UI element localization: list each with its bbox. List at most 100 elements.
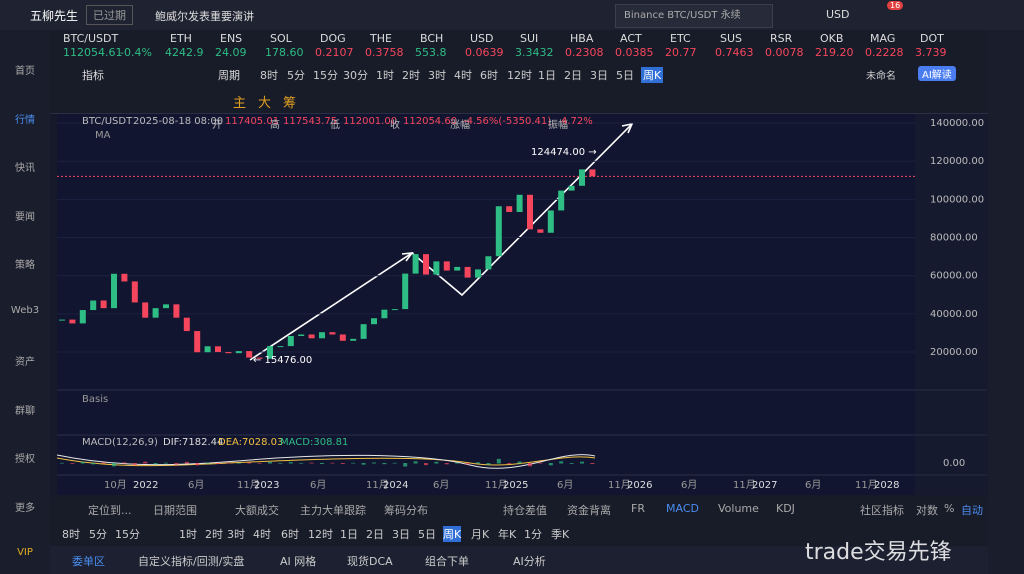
macd-bar	[236, 463, 241, 464]
ticker-symbol[interactable]: BCH	[420, 32, 444, 45]
sidebar-item[interactable]: 要闻	[15, 211, 35, 223]
period-btn[interactable]: 30分	[343, 69, 368, 82]
draw-tool[interactable]: 主	[233, 96, 247, 111]
period2-btn[interactable]: 3时	[227, 528, 245, 541]
currency[interactable]: USD	[826, 8, 850, 21]
period2-btn[interactable]: 4时	[253, 528, 271, 541]
period-btn[interactable]: 8时	[260, 69, 278, 82]
ticker-symbol[interactable]: USD	[470, 32, 494, 45]
ticker-symbol[interactable]: SUS	[720, 32, 743, 45]
tab[interactable]: 对数	[916, 504, 938, 517]
ticker-symbol[interactable]: ACT	[620, 32, 642, 45]
period2-btn[interactable]: 6时	[281, 528, 299, 541]
ticker-symbol[interactable]: THE	[370, 32, 392, 45]
sidebar-item[interactable]: 授权	[15, 454, 35, 465]
sidebar-item[interactable]: 资产	[15, 357, 35, 368]
period-btn[interactable]: 5日	[616, 69, 634, 82]
tab[interactable]: 日期范围	[153, 504, 197, 517]
tab[interactable]: 主力大单跟踪	[300, 504, 366, 517]
ticker-symbol[interactable]: ETC	[670, 32, 691, 45]
ticker-symbol[interactable]: OKB	[820, 32, 844, 45]
tab[interactable]: Volume	[718, 502, 759, 515]
period-btn[interactable]: 5分	[287, 69, 305, 82]
period-btn[interactable]: 2时	[402, 69, 420, 82]
period2-btn[interactable]: 周K	[443, 526, 462, 542]
period2-btn[interactable]: 15分	[115, 528, 140, 541]
tab[interactable]: 筹码分布	[384, 504, 428, 517]
indicator-btn[interactable]: 指标	[82, 69, 104, 82]
ticker-symbol[interactable]: HBA	[570, 32, 594, 45]
ai-btn[interactable]: AI解读	[918, 66, 956, 81]
draw-tool[interactable]: 筹	[283, 96, 297, 111]
chart-symbol: BTC/USDT	[82, 116, 133, 127]
bottom-tab[interactable]: 自定义指标/回测/实盘	[138, 555, 245, 568]
macd-bar	[320, 463, 324, 464]
period2-btn[interactable]: 2时	[205, 528, 223, 541]
period2-btn[interactable]: 12时	[308, 528, 333, 541]
sidebar-item[interactable]: 策略	[15, 260, 35, 271]
period-btn[interactable]: 2日	[564, 69, 582, 82]
candle	[360, 324, 367, 339]
ticker-symbol[interactable]: SUI	[520, 32, 539, 45]
sidebar-item[interactable]: 更多	[15, 502, 35, 514]
period-btn[interactable]: 4时	[454, 69, 472, 82]
period2-btn[interactable]: 5分	[89, 528, 107, 541]
period-btn[interactable]: 周K	[641, 67, 664, 83]
tab[interactable]: 持仓差值	[503, 504, 547, 517]
draw-tool[interactable]: 大	[258, 96, 272, 111]
tab[interactable]: MACD	[666, 502, 699, 515]
period-btn[interactable]: 6时	[480, 69, 498, 82]
search[interactable]: Binance BTC/USDT 永续	[615, 4, 773, 28]
sidebar-item[interactable]: 群聊	[15, 405, 35, 417]
bottom-tab[interactable]: AI 网格	[280, 555, 317, 568]
ticker-symbol[interactable]: ENS	[220, 32, 243, 45]
period-btn[interactable]: 3日	[590, 69, 608, 82]
period2-btn[interactable]: 3日	[392, 528, 410, 541]
sidebar-item[interactable]: Web3	[10, 304, 40, 316]
period-btn[interactable]: 12时	[507, 69, 532, 82]
period-btn[interactable]: 3时	[428, 69, 446, 82]
macd-bar	[257, 463, 262, 464]
period2-btn[interactable]: 年K	[498, 528, 517, 541]
period-btn[interactable]: 1时	[376, 69, 394, 82]
period2-btn[interactable]: 2日	[366, 528, 384, 541]
tab[interactable]: 资金背离	[567, 504, 611, 517]
period-btn[interactable]: 1日	[538, 69, 556, 82]
sidebar-item[interactable]: 首页	[15, 66, 35, 77]
tab[interactable]: KDJ	[776, 502, 795, 515]
tab[interactable]: 定位到...	[88, 504, 132, 517]
ticker-symbol[interactable]: RSR	[770, 32, 793, 45]
sidebar-item[interactable]: 行情	[15, 114, 35, 126]
bottom-tab[interactable]: 委单区	[72, 555, 105, 568]
ticker-symbol[interactable]: BTC/USDT	[63, 32, 119, 45]
tab[interactable]: %	[944, 502, 955, 515]
ticker-symbol[interactable]: ETH	[170, 32, 192, 45]
tab[interactable]: 社区指标	[860, 504, 904, 517]
macd-bar	[372, 462, 376, 464]
ticker-symbol[interactable]: SOL	[270, 32, 292, 45]
bottom-tab[interactable]: 组合下单	[425, 555, 469, 568]
sidebar-item[interactable]: 快讯	[15, 163, 35, 174]
period2-btn[interactable]: 月K	[471, 528, 490, 541]
tab[interactable]: 大额成交	[235, 504, 279, 517]
ticker-symbol[interactable]: DOG	[320, 32, 346, 45]
ticker-symbol[interactable]: MAG	[870, 32, 896, 45]
period2-btn[interactable]: 1日	[340, 528, 358, 541]
sidebar-item[interactable]: VIP	[17, 547, 33, 558]
macd-bar	[486, 463, 491, 465]
layout-name[interactable]: 未命名	[866, 71, 896, 82]
ticker-price: 0.7463	[715, 46, 754, 59]
bottom-tab[interactable]: 现货DCA	[347, 555, 393, 568]
period2-btn[interactable]: 5日	[418, 528, 436, 541]
bottom-tab[interactable]: AI分析	[513, 555, 546, 568]
tab[interactable]: FR	[631, 502, 645, 515]
ticker-symbol[interactable]: DOT	[920, 32, 944, 45]
period2-btn[interactable]: 季K	[551, 528, 570, 541]
tab[interactable]: 自动	[961, 504, 983, 517]
y-tick-label: 40000.00	[930, 309, 978, 320]
period2-btn[interactable]: 1分	[524, 528, 542, 541]
period2-btn[interactable]: 8时	[62, 528, 80, 541]
period-label[interactable]: 周期	[218, 69, 240, 82]
period-btn[interactable]: 15分	[313, 69, 338, 82]
period2-btn[interactable]: 1时	[179, 528, 197, 541]
